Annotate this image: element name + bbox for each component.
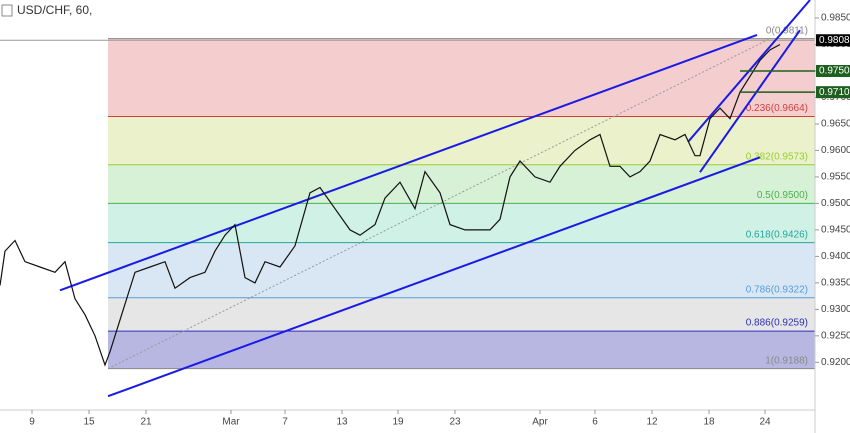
y-tick-label: 0.9400 (821, 251, 850, 262)
y-tick-label: 0.9350 (821, 278, 850, 289)
price-tag (816, 86, 850, 99)
fib-band (108, 38, 815, 117)
x-tick-label: 24 (759, 417, 771, 428)
fib-label: 0.886(0.9259) (746, 318, 808, 329)
x-tick-label: 21 (140, 417, 152, 428)
x-tick-label: 12 (646, 417, 658, 428)
price-tag-label: 0.9710 (819, 87, 850, 98)
trendline (699, 29, 801, 173)
fib-band (108, 203, 815, 243)
price-tag (816, 64, 850, 77)
x-tick-label: 9 (29, 417, 35, 428)
x-tick-label: Mar (222, 417, 240, 428)
fib-band (108, 297, 815, 332)
fib-band (108, 242, 815, 298)
fib-label: 0.5(0.9500) (757, 190, 808, 201)
fib-label: 0.786(0.9322) (746, 284, 808, 295)
price-tag-label: 0.9750 (819, 66, 850, 77)
chart-title: USD/CHF, 60, (17, 3, 92, 17)
y-tick-label: 0.9250 (821, 330, 850, 341)
fib-label: 1(0.9188) (765, 355, 808, 366)
x-tick-label: 23 (449, 417, 461, 428)
fib-label: 0.236(0.9664) (746, 103, 808, 114)
fib-diagonal (107, 38, 771, 370)
price-tag-label: 0.9808 (819, 35, 850, 46)
y-tick-label: 0.9200 (821, 357, 850, 368)
y-tick-label: 0.9450 (821, 225, 850, 236)
fib-label: 0.382(0.9573) (746, 151, 808, 162)
price-tag (816, 34, 850, 47)
fib-label: 0(0.9811) (766, 25, 808, 36)
y-tick-label: 0.9600 (821, 145, 850, 156)
y-tick-label: 0.9650 (821, 119, 850, 130)
y-tick-label: 0.9500 (821, 198, 850, 209)
fib-band (108, 164, 815, 204)
collapse-icon[interactable] (1, 4, 13, 17)
trendline (59, 34, 758, 292)
price-line (0, 43, 781, 367)
x-tick-label: 7 (282, 417, 288, 428)
x-tick-label: 18 (703, 417, 715, 428)
trendline (107, 156, 761, 398)
x-tick-label: 6 (592, 417, 598, 428)
x-tick-label: 13 (336, 417, 348, 428)
x-tick-label: 19 (392, 417, 404, 428)
y-tick-label: 0.9300 (821, 304, 850, 315)
y-tick-label: 0.9850 (821, 13, 850, 24)
fib-label: 0.618(0.9426) (746, 229, 808, 240)
x-tick-label: 15 (83, 417, 95, 428)
fib-band (108, 116, 815, 165)
y-tick-label: 0.9550 (821, 172, 850, 183)
x-tick-label: Apr (532, 417, 548, 428)
fib-band (108, 331, 815, 369)
